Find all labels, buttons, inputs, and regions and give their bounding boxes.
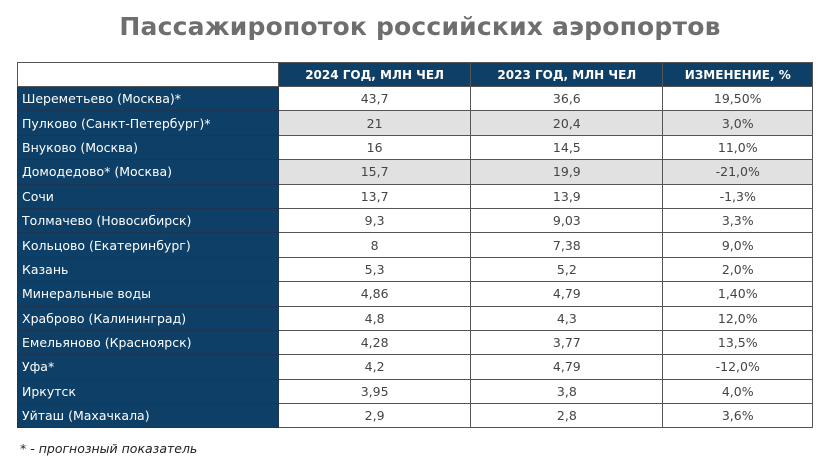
value-2023: 4,3 xyxy=(470,305,664,331)
airport-name: Домодедово* (Москва) xyxy=(17,159,279,185)
table-row: Уйташ (Махачкала) 2,9 2,8 3,6% xyxy=(17,403,813,429)
value-2023: 2,8 xyxy=(470,403,664,429)
value-change: 2,0% xyxy=(662,256,813,283)
header-2023: 2023 ГОД, МЛН ЧЕЛ xyxy=(470,62,664,87)
value-2023: 13,9 xyxy=(470,183,664,209)
table-row: Казань 5,3 5,2 2,0% xyxy=(17,256,813,283)
table-row: Пулково (Санкт-Петербург)* 21 20,4 3,0% xyxy=(17,110,813,136)
header-change: ИЗМЕНЕНИЕ, % xyxy=(662,62,813,87)
airport-name: Иркутск xyxy=(17,378,279,405)
airport-name: Казань xyxy=(17,256,279,283)
table-row: Минеральные воды 4,86 4,79 1,40% xyxy=(17,281,813,307)
value-2024: 3,95 xyxy=(277,378,472,405)
airport-name: Сочи xyxy=(17,183,279,209)
table-row: Уфа* 4,2 4,79 -12,0% xyxy=(17,354,813,380)
value-2024: 4,86 xyxy=(277,281,472,307)
table-row: Кольцово (Екатеринбург) 8 7,38 9,0% xyxy=(17,232,813,258)
value-2024: 9,3 xyxy=(277,207,472,234)
value-change: 9,0% xyxy=(662,232,813,258)
value-change: 3,0% xyxy=(662,110,813,136)
value-change: 1,40% xyxy=(662,281,813,307)
airport-name: Пулково (Санкт-Петербург)* xyxy=(17,110,279,136)
value-change: 13,5% xyxy=(662,329,813,356)
airport-name: Уфа* xyxy=(17,354,279,380)
value-change: 4,0% xyxy=(662,378,813,405)
table-row: Внуково (Москва) 16 14,5 11,0% xyxy=(17,134,813,161)
table-row: Толмачево (Новосибирск) 9,3 9,03 3,3% xyxy=(17,207,813,234)
table-row: Домодедово* (Москва) 15,7 19,9 -21,0% xyxy=(17,159,813,185)
value-2023: 4,79 xyxy=(470,281,664,307)
value-2023: 36,6 xyxy=(470,85,664,112)
value-2024: 15,7 xyxy=(277,159,472,185)
value-2023: 5,2 xyxy=(470,256,664,283)
value-2024: 8 xyxy=(277,232,472,258)
airport-name: Кольцово (Екатеринбург) xyxy=(17,232,279,258)
value-2024: 21 xyxy=(277,110,472,136)
value-change: -21,0% xyxy=(662,159,813,185)
value-change: 3,3% xyxy=(662,207,813,234)
airport-name: Емельяново (Красноярск) xyxy=(17,329,279,356)
footnote: * - прогнозный показатель xyxy=(20,441,198,456)
airport-name: Храброво (Калининград) xyxy=(17,305,279,331)
airport-name: Толмачево (Новосибирск) xyxy=(17,207,279,234)
value-2023: 14,5 xyxy=(470,134,664,161)
value-2023: 3,8 xyxy=(470,378,664,405)
value-change: -1,3% xyxy=(662,183,813,209)
header-empty xyxy=(17,62,279,87)
value-2023: 19,9 xyxy=(470,159,664,185)
airport-traffic-table: 2024 ГОД, МЛН ЧЕЛ 2023 ГОД, МЛН ЧЕЛ ИЗМЕ… xyxy=(17,62,813,429)
value-2024: 5,3 xyxy=(277,256,472,283)
table-row: Шереметьево (Москва)* 43,7 36,6 19,50% xyxy=(17,85,813,112)
table-row: Сочи 13,7 13,9 -1,3% xyxy=(17,183,813,209)
value-2023: 7,38 xyxy=(470,232,664,258)
value-change: -12,0% xyxy=(662,354,813,380)
value-2024: 43,7 xyxy=(277,85,472,112)
value-2023: 9,03 xyxy=(470,207,664,234)
airport-name: Шереметьево (Москва)* xyxy=(17,85,279,112)
value-2024: 4,2 xyxy=(277,354,472,380)
value-change: 3,6% xyxy=(662,403,813,429)
value-change: 12,0% xyxy=(662,305,813,331)
value-2024: 13,7 xyxy=(277,183,472,209)
table-row: Емельяново (Красноярск) 4,28 3,77 13,5% xyxy=(17,329,813,356)
value-change: 19,50% xyxy=(662,85,813,112)
header-2024: 2024 ГОД, МЛН ЧЕЛ xyxy=(277,62,472,87)
page-title: Пассажиропоток российских аэропортов xyxy=(119,12,721,41)
value-2023: 20,4 xyxy=(470,110,664,136)
table-row: Храброво (Калининград) 4,8 4,3 12,0% xyxy=(17,305,813,331)
value-2023: 3,77 xyxy=(470,329,664,356)
value-2023: 4,79 xyxy=(470,354,664,380)
value-2024: 16 xyxy=(277,134,472,161)
airport-name: Уйташ (Махачкала) xyxy=(17,403,279,429)
airport-name: Минеральные воды xyxy=(17,281,279,307)
table-row: Иркутск 3,95 3,8 4,0% xyxy=(17,378,813,405)
value-change: 11,0% xyxy=(662,134,813,161)
value-2024: 2,9 xyxy=(277,403,472,429)
value-2024: 4,8 xyxy=(277,305,472,331)
value-2024: 4,28 xyxy=(277,329,472,356)
table-header-row: 2024 ГОД, МЛН ЧЕЛ 2023 ГОД, МЛН ЧЕЛ ИЗМЕ… xyxy=(17,62,813,87)
airport-name: Внуково (Москва) xyxy=(17,134,279,161)
